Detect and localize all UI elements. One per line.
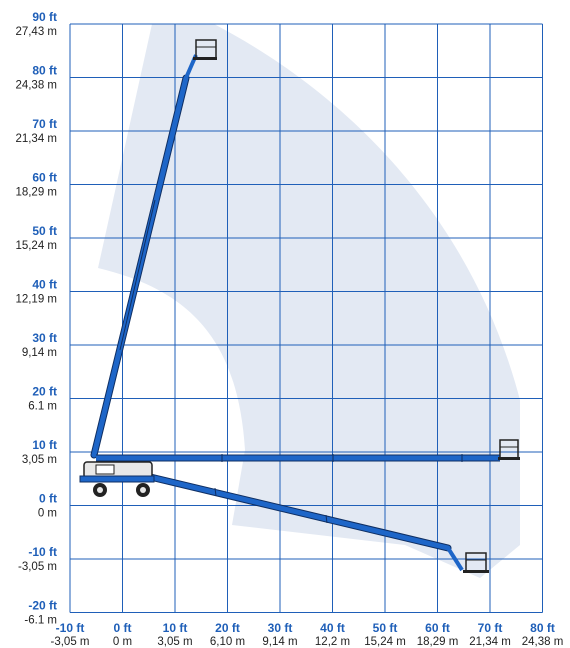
boom-vertical [90, 54, 198, 459]
y-tick-label-m: -3,05 m [18, 561, 57, 573]
y-tick-label-ft: 50 ft [32, 224, 57, 238]
y-tick-label-m: 12,19 m [15, 294, 57, 306]
y-tick-label-m: -6.1 m [24, 615, 57, 627]
y-tick-label-ft: 80 ft [32, 64, 57, 78]
x-tick-label-ft: 50 ft [373, 621, 398, 635]
x-tick-label-ft: 60 ft [425, 621, 450, 635]
y-tick-label-m: 15,24 m [15, 240, 57, 252]
x-tick-label-m: 9,14 m [262, 636, 297, 648]
x-tick-label-ft: 20 ft [215, 621, 240, 635]
x-tick-label-ft: 70 ft [478, 621, 503, 635]
y-tick-label-ft: 30 ft [32, 331, 57, 345]
x-tick-label-m: 12,2 m [315, 636, 350, 648]
platform-vertical [193, 39, 217, 60]
y-tick-label-m: 27,43 m [15, 26, 57, 38]
x-tick-label-m: 21,34 m [469, 636, 511, 648]
y-tick-label-m: 24,38 m [15, 80, 57, 92]
x-tick-label-ft: 80 ft [530, 621, 555, 635]
boom-lift-chassis-icon [79, 461, 155, 497]
y-axis-labels: 90 ft 27,43 m 80 ft 24,38 m 70 ft 21,34 m 60 f… [15, 10, 57, 627]
x-tick-label-ft: 0 ft [114, 621, 132, 635]
x-tick-label-m: 24,38 m [522, 636, 564, 648]
boom-horizontal [96, 454, 500, 462]
x-tick-label-ft: 40 ft [320, 621, 345, 635]
y-tick-label-ft: 20 ft [32, 385, 57, 399]
y-tick-label-ft: 90 ft [32, 10, 57, 24]
y-tick-label-ft: 0 ft [39, 492, 57, 506]
y-tick-label-m: 18,29 m [15, 187, 57, 199]
y-tick-label-ft: -20 ft [28, 599, 57, 613]
x-tick-label-m: 15,24 m [364, 636, 406, 648]
x-tick-label-ft: 30 ft [268, 621, 293, 635]
x-tick-label-m: 3,05 m [157, 636, 192, 648]
y-tick-label-ft: -10 ft [28, 545, 57, 559]
x-tick-label-m: 6,10 m [210, 636, 245, 648]
y-tick-label-ft: 40 ft [32, 278, 57, 292]
y-tick-label-m: 6.1 m [28, 401, 57, 413]
x-tick-label-m: 18,29 m [417, 636, 459, 648]
boom-below-grade [96, 461, 464, 572]
x-tick-label-m: 0 m [113, 636, 132, 648]
x-tick-label-ft: 10 ft [163, 621, 188, 635]
platform-horizontal [498, 439, 520, 460]
grid [69, 23, 543, 613]
working-envelope [98, 24, 520, 578]
y-tick-label-ft: 60 ft [32, 171, 57, 185]
x-tick-label-m: -3,05 m [51, 636, 90, 648]
y-tick-label-m: 21,34 m [15, 133, 57, 145]
y-tick-label-m: 3,05 m [22, 454, 57, 466]
y-tick-label-ft: 70 ft [32, 117, 57, 131]
x-axis-labels: -10 ft-3,05 m 0 ft0 m 10 ft3,05 m 20 ft6,10… [51, 621, 564, 648]
x-tick-label-ft: -10 ft [56, 621, 85, 635]
platform-below-grade [463, 552, 489, 573]
y-tick-label-ft: 10 ft [32, 438, 57, 452]
y-tick-label-m: 9,14 m [22, 347, 57, 359]
y-tick-label-m: 0 m [38, 508, 57, 520]
